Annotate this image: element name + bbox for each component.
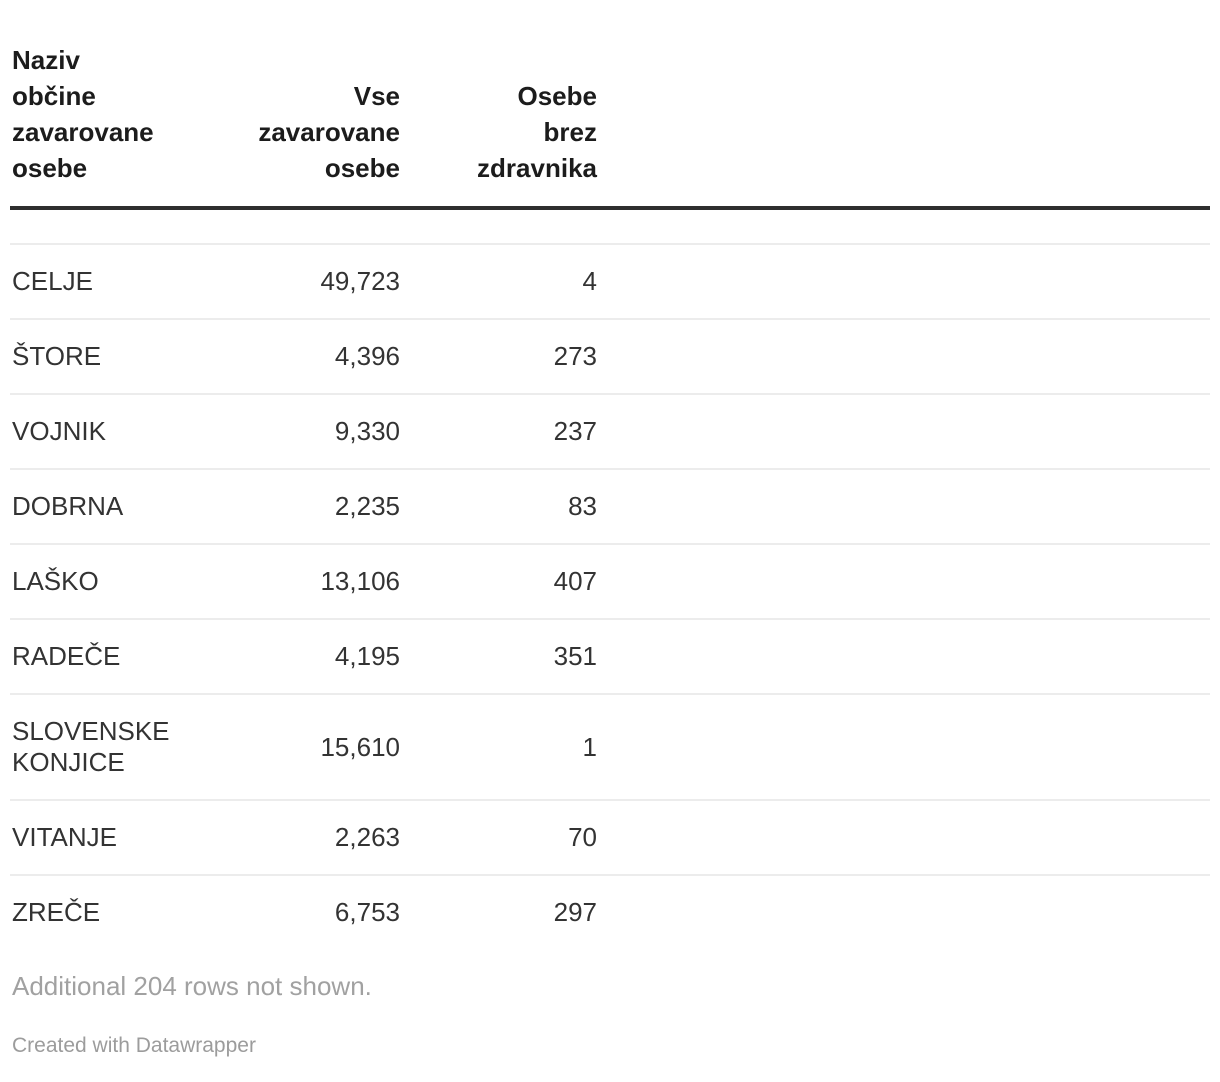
table-row: ZREČE 6,753 297	[10, 875, 1210, 949]
datawrapper-attribution[interactable]: Created with Datawrapper	[12, 1034, 256, 1057]
cell-all-insured: 4,195	[200, 619, 400, 695]
column-header-all-insured: Vse zavarovane osebe	[200, 0, 400, 210]
cell-all-insured: 4,396	[200, 319, 400, 395]
cell-filler	[597, 800, 1210, 876]
municipality-table: Naziv občine zavarovane osebe Vse zavaro…	[10, 0, 1210, 949]
cell-filler	[597, 619, 1210, 695]
cell-without-doctor: 1	[400, 694, 597, 801]
cell-municipality: ZREČE	[12, 897, 101, 927]
cell-all-insured: 2,263	[200, 800, 400, 876]
cell-filler	[597, 875, 1210, 949]
column-header-municipality: Naziv občine zavarovane osebe	[10, 0, 200, 210]
cell-without-doctor: 407	[400, 544, 597, 620]
cell-without-doctor: 4	[400, 244, 597, 320]
cell-municipality: VITANJE	[10, 800, 200, 876]
cell-without-doctor: 237	[400, 394, 597, 470]
header-row: Naziv občine zavarovane osebe Vse zavaro…	[10, 0, 1210, 210]
cell-without-doctor: 273	[400, 319, 597, 395]
cell-municipality: VOJNIK	[10, 394, 200, 470]
cell-municipality: CELJE	[10, 244, 200, 320]
cell-all-insured: 13,106	[200, 544, 400, 620]
cell-municipality: DOBRNA	[10, 469, 200, 545]
cell-without-doctor: 297	[553, 897, 597, 927]
cell-filler	[597, 469, 1210, 545]
cell-filler	[597, 694, 1210, 801]
table-row: SLOVENSKE KONJICE 15,610 1	[10, 694, 1210, 801]
cell-all-insured: 49,723	[200, 244, 400, 320]
cell-filler	[597, 319, 1210, 395]
cell-filler	[597, 544, 1210, 620]
spacer-cell	[10, 208, 1210, 245]
cell-filler	[597, 244, 1210, 320]
cell-filler	[597, 394, 1210, 470]
table-row: VITANJE 2,263 70	[10, 800, 1210, 876]
cell-municipality: RADEČE	[10, 619, 200, 695]
cell-without-doctor: 70	[400, 800, 597, 876]
table-row: DOBRNA 2,235 83	[10, 469, 1210, 545]
table-row: VOJNIK 9,330 237	[10, 394, 1210, 470]
cell-municipality: ŠTORE	[10, 319, 200, 395]
table-row: CELJE 49,723 4	[10, 244, 1210, 320]
cell-all-insured: 6,753	[334, 897, 400, 927]
header-spacer-row	[10, 208, 1210, 245]
column-header-without-doctor: Osebe brez zdravnika	[400, 0, 597, 210]
rows-not-shown-note: Additional 204 rows not shown.	[12, 971, 372, 1001]
table-row: ŠTORE 4,396 273	[10, 319, 1210, 395]
cell-all-insured: 2,235	[200, 469, 400, 545]
cell-municipality: LAŠKO	[10, 544, 200, 620]
table-row: RADEČE 4,195 351	[10, 619, 1210, 695]
cell-all-insured: 15,610	[200, 694, 400, 801]
cell-all-insured: 9,330	[200, 394, 400, 470]
cell-without-doctor: 351	[400, 619, 597, 695]
column-header-filler	[597, 0, 1210, 210]
cell-municipality: SLOVENSKE KONJICE	[10, 694, 200, 801]
table-row: LAŠKO 13,106 407	[10, 544, 1210, 620]
cell-without-doctor: 83	[400, 469, 597, 545]
